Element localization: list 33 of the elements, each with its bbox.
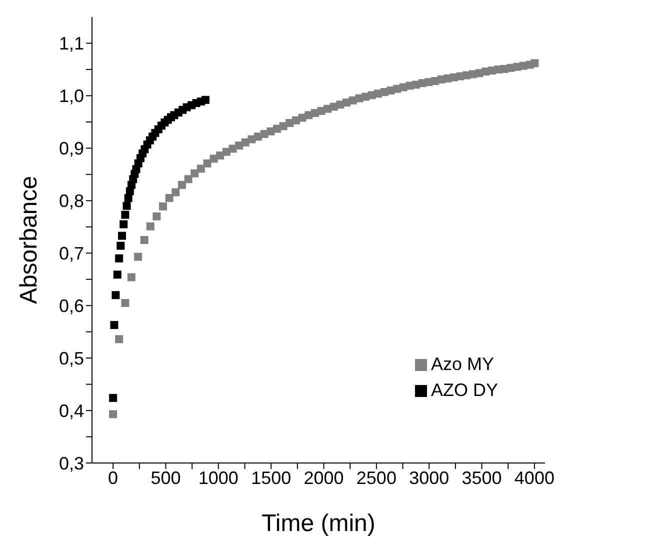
y-tick-label: 0,7	[58, 244, 84, 264]
point	[110, 321, 118, 329]
x-tick-label: 3500	[462, 468, 502, 488]
x-tick-label: 2000	[304, 468, 344, 488]
x-axis-title: Time (min)	[262, 510, 376, 537]
point	[201, 96, 210, 104]
x-tick-label: 4000	[514, 468, 554, 488]
y-tick-label: 0,5	[58, 348, 84, 368]
x-tick-label: 1000	[198, 468, 238, 488]
point	[115, 254, 124, 262]
point	[112, 291, 120, 300]
x-tick-label: 500	[150, 468, 181, 488]
legend-label: AZO DY	[430, 380, 498, 400]
point	[109, 394, 118, 402]
point	[120, 220, 128, 228]
y-tick-label: 1,0	[58, 86, 84, 106]
point	[116, 242, 125, 250]
x-tick-label: 2500	[356, 468, 396, 488]
y-tick-label: 0,4	[58, 400, 84, 421]
x-tick-label: 0	[108, 468, 118, 488]
x-tick-label: 3000	[409, 468, 450, 488]
y-tick-label: 0,6	[58, 296, 84, 316]
y-axis-title: Absorbance	[16, 176, 43, 304]
y-tick-label: 0,3	[58, 453, 84, 474]
point	[121, 210, 130, 219]
x-tick-label: 1500	[251, 468, 292, 488]
y-tick-label: 1,1	[58, 34, 84, 54]
point	[118, 232, 126, 240]
legend-label: Azo MY	[430, 354, 494, 374]
y-tick-label: 0,8	[58, 191, 84, 212]
y-tick-label: 0,9	[58, 138, 84, 159]
point	[122, 202, 131, 210]
point	[113, 270, 122, 279]
